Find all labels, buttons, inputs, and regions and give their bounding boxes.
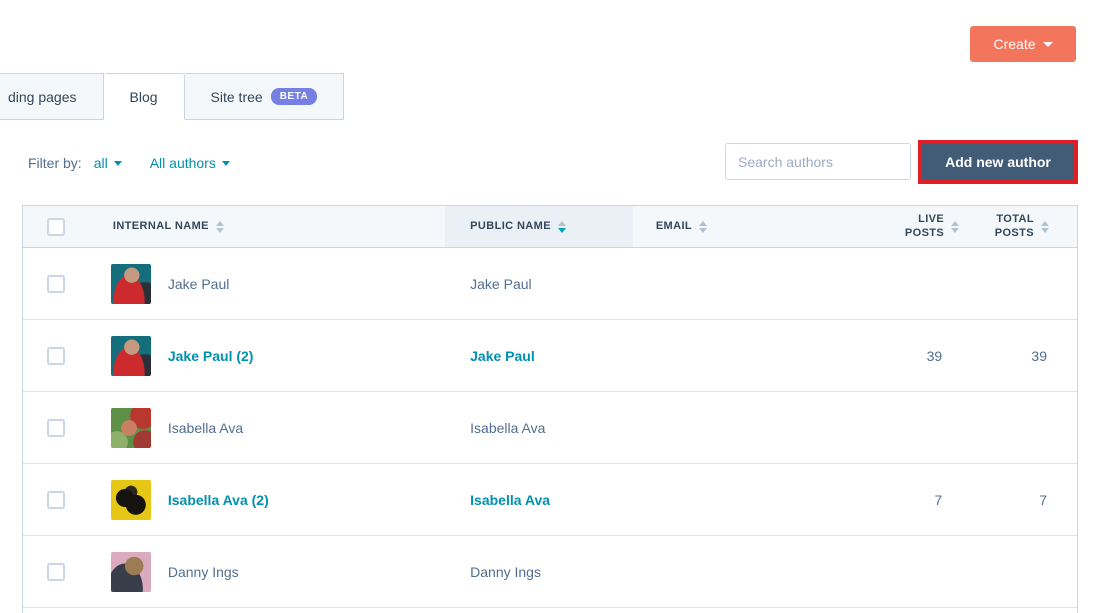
internal-name-cell: Jake Paul [89,248,445,319]
public-name-cell: Isabella Ava [445,392,633,463]
checkbox-cell [23,392,89,463]
type-filter-dropdown[interactable]: all [94,155,122,171]
column-header-total-posts[interactable]: TOTAL POSTS [967,206,1077,247]
tab-label: Site tree [210,88,263,105]
select-all-cell [23,206,89,247]
table-row: Danny Ings Danny Ings [23,536,1077,608]
column-header-internal-name[interactable]: INTERNAL NAME [89,206,445,247]
email-cell [633,320,878,391]
internal-name: Jake Paul [167,275,230,292]
internal-name: Isabella Ava [167,419,244,436]
search-box [725,143,919,180]
sort-arrows-icon[interactable] [1041,220,1049,233]
public-name-cell: Isabella Ava [445,464,633,535]
public-name: Isabella Ava [470,419,546,436]
column-label: INTERNAL NAME [112,219,209,232]
partial-next-row [23,608,1077,613]
add-new-author-button[interactable]: Add new author [922,144,1074,180]
sort-arrows-icon[interactable] [699,220,708,233]
checkbox-cell [23,248,89,319]
tab-label: Blog [129,88,158,105]
live-posts-cell: 7 [934,491,943,508]
live-posts-cell [877,536,967,607]
live-posts-cell: 39 [926,347,943,364]
caret-down-icon [113,160,122,166]
author-avatar [110,479,151,520]
filter-bar: Filter by: all All authors [28,148,258,178]
annotation-highlight-box: Add new author [918,140,1078,184]
sort-arrows-icon[interactable] [951,220,960,233]
row-checkbox[interactable] [46,274,65,293]
type-filter-value: all [93,155,108,171]
author-filter-value: All authors [149,155,216,171]
column-header-public-name[interactable]: PUBLIC NAME [445,206,633,247]
create-button-label: Create [993,36,1036,52]
checkbox-cell [23,320,89,391]
email-cell [633,392,878,463]
create-button[interactable]: Create [970,26,1076,62]
internal-name: Danny Ings [167,563,239,580]
column-header-live-posts[interactable]: LIVE POSTS [877,206,967,247]
row-checkbox[interactable] [46,418,65,437]
checkbox-cell [23,464,89,535]
column-label: EMAIL [655,219,693,232]
table-row: Jake Paul Jake Paul [23,248,1077,320]
public-name-link[interactable]: Isabella Ava [470,491,551,508]
table-header-row: INTERNAL NAME PUBLIC NAME EMAIL LIVE POS… [23,206,1077,248]
row-checkbox[interactable] [46,346,65,365]
internal-name-cell: Isabella Ava [89,392,445,463]
total-posts-cell: 7 [1039,491,1047,508]
tab-landing-pages[interactable]: ding pages [0,73,104,120]
public-name-link[interactable]: Jake Paul [470,347,535,364]
select-all-checkbox[interactable] [46,217,65,236]
checkbox-cell [23,536,89,607]
public-name-cell: Jake Paul [445,248,633,319]
column-label: LIVE POSTS [904,213,945,239]
public-name: Danny Ings [470,563,541,580]
search-input[interactable] [738,153,919,170]
email-cell [633,248,878,319]
email-cell [633,464,878,535]
tab-bar: ding pages Blog Site tree BETA [0,73,345,120]
table-row: Isabella Ava (2) Isabella Ava 7 7 [23,464,1077,536]
authors-table: INTERNAL NAME PUBLIC NAME EMAIL LIVE POS… [22,205,1078,613]
table-row: Isabella Ava Isabella Ava [23,392,1077,464]
total-posts-cell [967,392,1077,463]
column-header-email[interactable]: EMAIL [633,206,878,247]
author-avatar [110,263,151,304]
internal-name-cell: Isabella Ava (2) [89,464,445,535]
internal-name-cell: Jake Paul (2) [89,320,445,391]
filter-by-label: Filter by: [28,155,82,171]
live-posts-cell [877,248,967,319]
author-avatar [110,551,151,592]
tab-blog[interactable]: Blog [103,73,185,120]
beta-badge: BETA [270,88,318,105]
author-avatar [110,407,151,448]
email-cell [633,536,878,607]
total-posts-cell [967,248,1077,319]
public-name: Jake Paul [470,275,532,292]
caret-down-icon [1042,41,1053,47]
row-checkbox[interactable] [46,490,65,509]
row-checkbox[interactable] [46,562,65,581]
tab-site-tree[interactable]: Site tree BETA [184,73,345,120]
internal-name-link[interactable]: Isabella Ava (2) [167,491,269,508]
internal-name-link[interactable]: Jake Paul (2) [167,347,254,364]
column-label: PUBLIC NAME [470,219,551,232]
tab-label: ding pages [8,88,77,105]
total-posts-cell [967,536,1077,607]
live-posts-cell [877,392,967,463]
caret-down-icon [221,160,230,166]
author-filter-dropdown[interactable]: All authors [150,155,230,171]
public-name-cell: Jake Paul [445,320,633,391]
sort-arrows-icon[interactable] [215,220,224,233]
sort-arrows-icon-active[interactable] [557,220,566,233]
internal-name-cell: Danny Ings [89,536,445,607]
public-name-cell: Danny Ings [445,536,633,607]
total-posts-cell: 39 [1031,347,1047,364]
column-label: TOTAL POSTS [994,213,1034,239]
table-row: Jake Paul (2) Jake Paul 39 39 [23,320,1077,392]
author-avatar [110,335,151,376]
